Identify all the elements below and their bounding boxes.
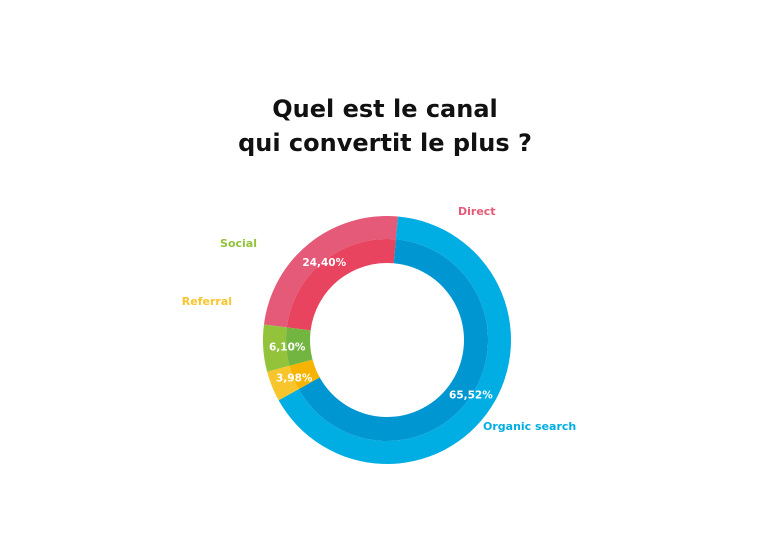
- category-label-direct: Direct: [458, 205, 496, 218]
- value-label-social: 6,10%: [269, 342, 306, 354]
- category-label-referral: Referral: [182, 295, 232, 308]
- value-label-referral: 3,98%: [276, 372, 313, 384]
- category-label-social: Social: [220, 237, 257, 250]
- value-label-direct: 24,40%: [302, 257, 346, 269]
- slice-outer-direct: [263, 216, 398, 328]
- slice-outer-referral: [267, 365, 299, 401]
- chart-title-line-1: Quel est le canal: [272, 95, 498, 123]
- slice-direct: [286, 239, 396, 331]
- category-label-organic-search: Organic search: [483, 420, 576, 433]
- chart-title: Quel est le canal qui convertit le plus …: [0, 92, 770, 160]
- slice-referral: [289, 359, 320, 390]
- slice-outer-social: [263, 324, 290, 372]
- slice-social: [286, 327, 313, 366]
- chart-title-line-2: qui convertit le plus ?: [238, 129, 532, 157]
- value-label-organic-search: 65,52%: [449, 389, 493, 401]
